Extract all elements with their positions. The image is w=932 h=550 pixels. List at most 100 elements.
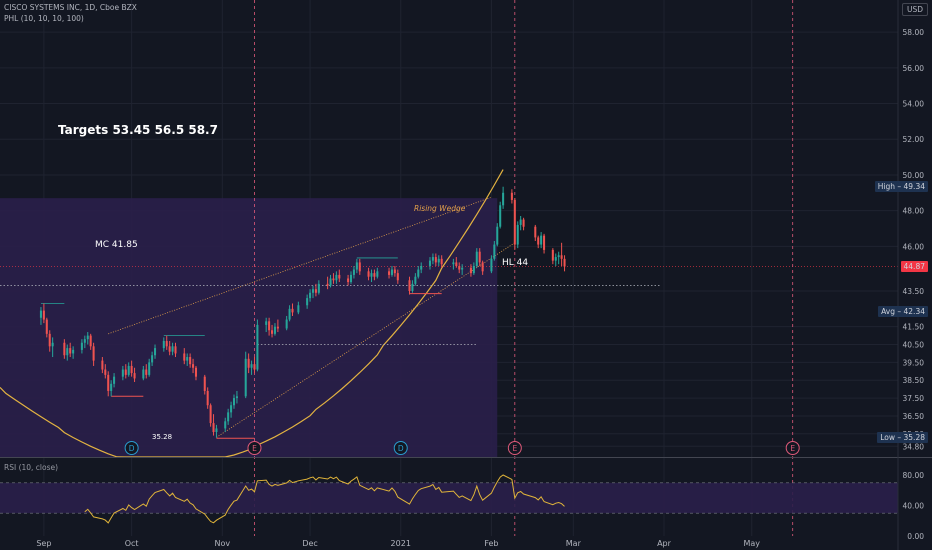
earnings-marker[interactable]: E (785, 441, 800, 455)
y-tick-label: 50.00 (903, 171, 925, 180)
candle (510, 189, 513, 204)
price-tag: Avg – 42.34 (878, 305, 928, 317)
dividend-marker[interactable]: D (124, 441, 139, 455)
candle-body (349, 274, 353, 283)
candle-body (232, 398, 236, 406)
y-tick-label: 56.00 (903, 64, 925, 73)
candle-body (174, 346, 177, 354)
wedge-lower-line (216, 242, 516, 438)
earnings-marker[interactable]: E (507, 441, 522, 455)
candle (288, 305, 291, 322)
candle (194, 365, 198, 381)
candle (168, 340, 171, 356)
x-tick-label: Oct (125, 539, 139, 548)
candle-body (367, 271, 370, 277)
candle (440, 255, 443, 268)
rsi-tick-label: 80.00 (903, 471, 925, 480)
candle (437, 255, 440, 266)
candle-body (48, 333, 51, 347)
candle (39, 307, 42, 325)
candle-body (124, 369, 127, 375)
candle-body (329, 278, 332, 286)
marker-label: D (398, 444, 404, 453)
x-tick-label: Sep (36, 539, 51, 548)
candle-body (335, 274, 338, 281)
candle (452, 258, 455, 270)
mc-label: MC 41.85 (95, 240, 138, 250)
candle (42, 303, 45, 324)
candle-body (502, 192, 505, 206)
earnings-marker[interactable]: E (247, 441, 262, 455)
candle (227, 408, 230, 425)
candle-body (256, 324, 259, 370)
dividend-marker[interactable]: D (393, 441, 408, 455)
candle-body (113, 376, 116, 384)
x-tick-label: Dec (302, 539, 317, 548)
candle (101, 357, 104, 374)
candle (206, 387, 209, 409)
candle-body (45, 319, 48, 334)
candle (408, 276, 411, 295)
candle-body (306, 298, 309, 306)
candle (171, 342, 174, 356)
candle-body (355, 262, 358, 270)
candle-body (326, 283, 329, 286)
price-tag-value: – 49.34 (895, 181, 925, 191)
y-tick-label: 41.50 (903, 323, 925, 332)
candle-body (338, 274, 341, 279)
candle-body (475, 251, 478, 266)
candle (311, 285, 315, 299)
candle (86, 332, 89, 345)
candle-body (314, 289, 317, 293)
candle (472, 262, 475, 275)
candle-body (499, 205, 502, 227)
candle-body (72, 349, 75, 354)
y-tick-label: 40.50 (903, 341, 925, 350)
candle-body (411, 283, 414, 291)
candle-body (253, 364, 256, 370)
candle (285, 315, 288, 331)
candle-body (271, 330, 274, 334)
candle (80, 339, 83, 354)
candle-body (347, 278, 350, 283)
candle (358, 258, 361, 275)
candle-body (151, 355, 154, 363)
candle-body (194, 367, 198, 377)
currency-button[interactable]: USD (901, 3, 928, 16)
candle-body (127, 365, 130, 375)
candle-body (352, 269, 355, 275)
candle-body (317, 283, 320, 293)
candle-body (215, 428, 218, 433)
y-tick-label: 48.00 (903, 207, 925, 216)
candle-body (358, 262, 361, 272)
candle (417, 265, 420, 279)
candle-body (516, 224, 519, 245)
candle-body (39, 310, 42, 318)
candle (396, 269, 399, 284)
candle-body (162, 340, 165, 349)
candle (314, 283, 317, 297)
candle-body (420, 265, 423, 270)
candle-body (145, 369, 148, 375)
rising-wedge-label: Rising Wedge (414, 204, 466, 213)
candle (209, 403, 212, 427)
candle (297, 301, 300, 315)
candle (63, 339, 66, 359)
candle-body (189, 357, 192, 365)
candle-body (543, 235, 546, 250)
candle (306, 294, 309, 309)
candle (499, 201, 502, 229)
candle-body (133, 373, 136, 379)
candle (183, 348, 186, 365)
candle (83, 335, 86, 349)
price-tag-label: High (877, 181, 895, 191)
candle (496, 223, 499, 247)
candle-body (481, 262, 484, 272)
candle-body (560, 255, 563, 259)
candle-body (83, 339, 86, 343)
candle (291, 303, 294, 316)
candle (367, 267, 370, 281)
candle (203, 374, 206, 395)
rsi-line (84, 474, 565, 524)
